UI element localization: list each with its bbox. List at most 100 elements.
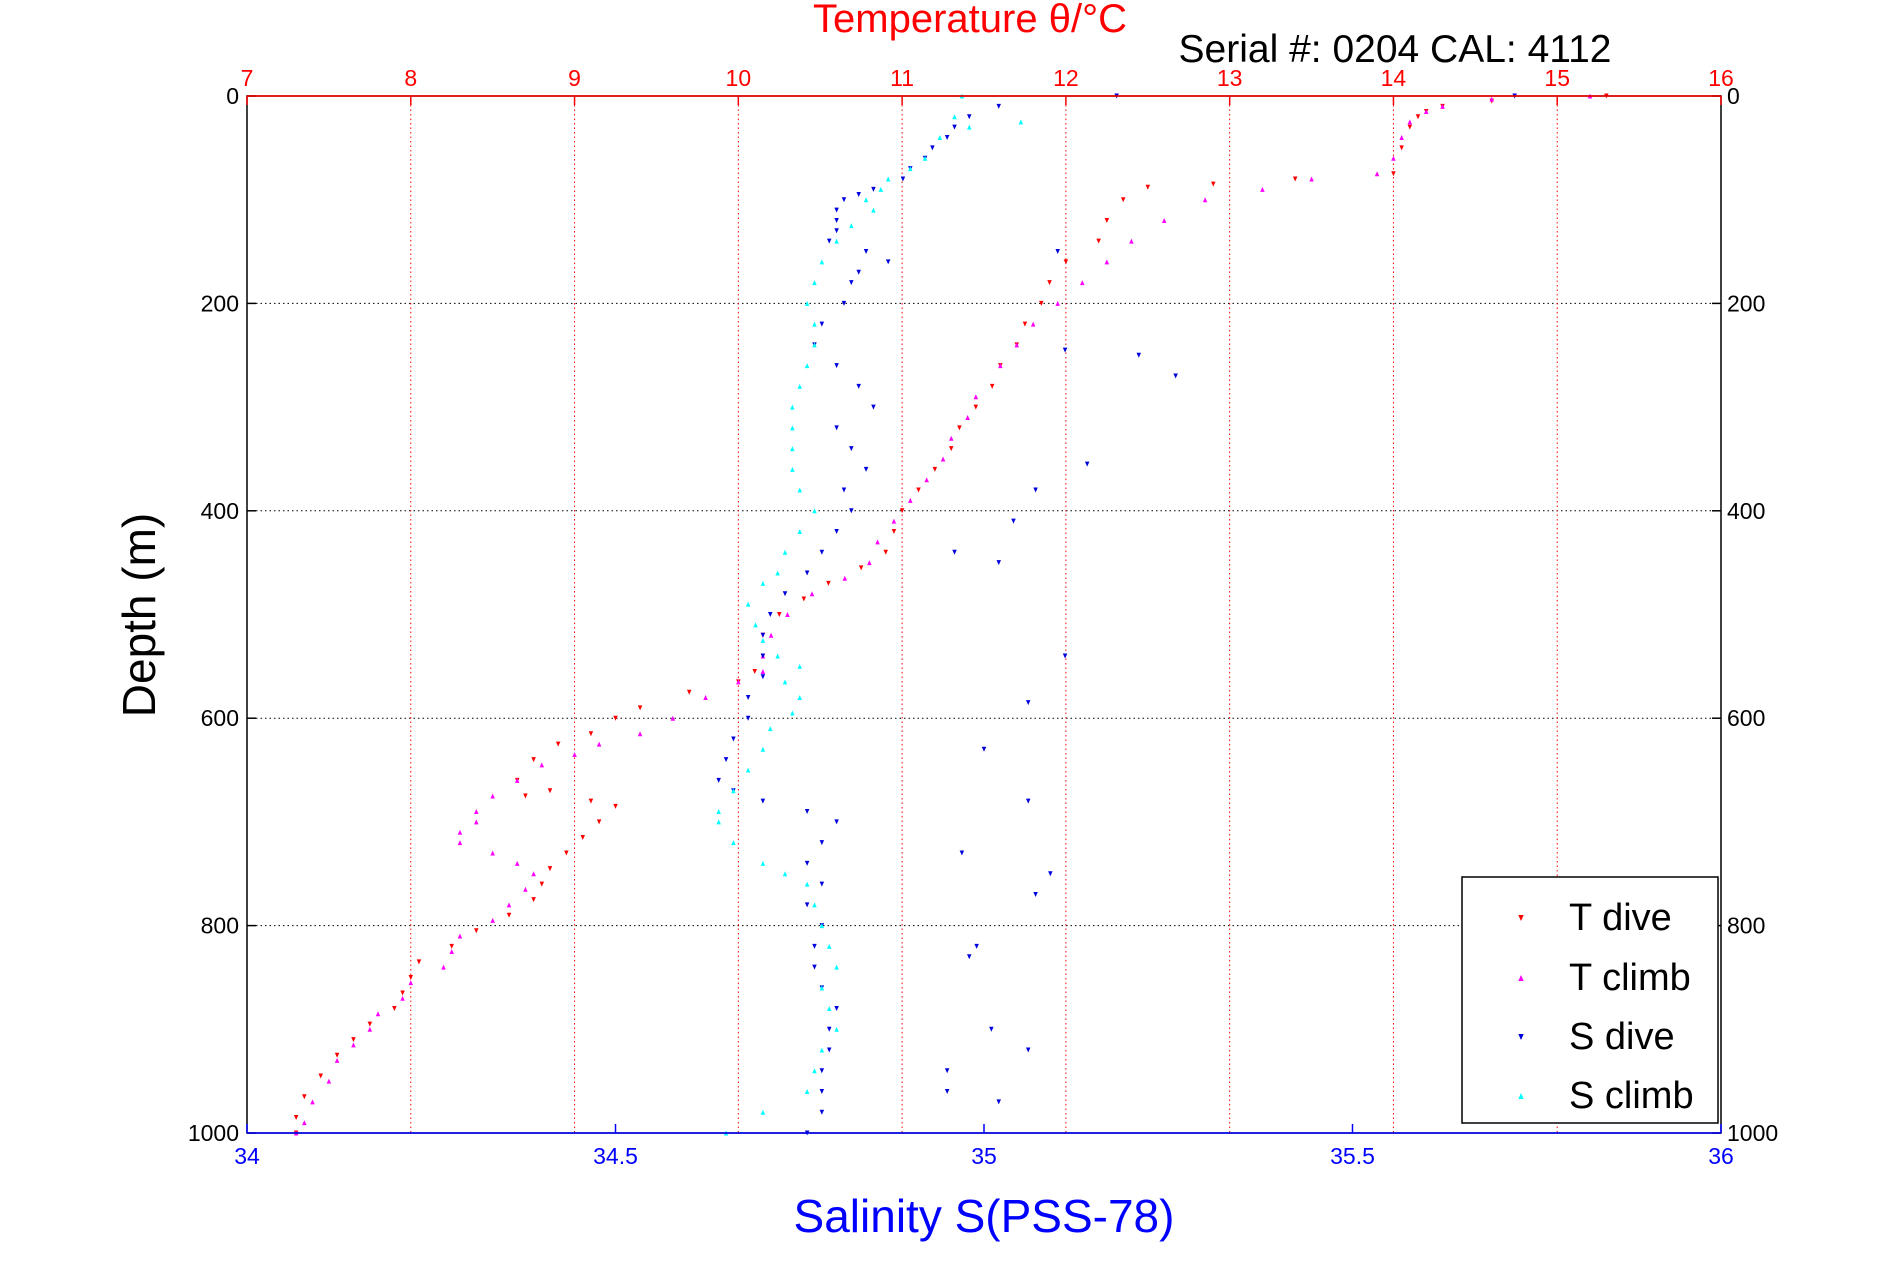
point-s-dive (1048, 871, 1053, 877)
point-t-climb (809, 591, 815, 597)
x-tick-label-top: 9 (568, 65, 581, 91)
point-s-climb (760, 580, 766, 586)
point-s-climb (775, 653, 780, 659)
point-s-dive (804, 902, 810, 908)
point-t-climb (367, 1026, 373, 1032)
point-t-dive (531, 897, 536, 903)
point-s-climb (885, 176, 891, 182)
point-t-climb (310, 1099, 315, 1105)
point-t-dive (1145, 184, 1151, 190)
legend-marker-s-climb (1518, 1093, 1524, 1099)
point-t-climb (1309, 176, 1314, 182)
point-t-dive (588, 798, 594, 804)
point-s-dive (944, 134, 950, 140)
point-s-climb (745, 767, 751, 773)
point-s-dive (819, 840, 825, 846)
top-axis-title: Temperature θ/°C (813, 0, 1127, 41)
point-s-dive (819, 1109, 825, 1115)
legend-marker-t-dive (1518, 915, 1524, 921)
point-s-climb (782, 871, 788, 877)
point-t-climb (785, 612, 790, 617)
point-t-climb (867, 560, 872, 566)
point-s-dive (834, 207, 839, 213)
point-s-climb (797, 383, 802, 389)
point-s-climb (775, 570, 780, 576)
x-tick-label-top: 14 (1381, 65, 1407, 91)
x-tick-label-bottom: 34.5 (593, 1143, 638, 1169)
point-t-dive (1407, 124, 1413, 130)
point-t-dive (523, 793, 528, 799)
legend-marker-s-dive (1518, 1034, 1524, 1040)
point-s-dive (1062, 347, 1068, 353)
point-s-dive (944, 1068, 950, 1074)
point-t-dive (318, 1073, 323, 1079)
point-s-climb (937, 134, 943, 140)
x-tick-label-bottom: 35 (971, 1143, 997, 1169)
point-s-dive (1055, 249, 1060, 255)
point-s-climb (797, 487, 802, 493)
point-t-dive (539, 881, 545, 887)
point-s-dive (981, 746, 987, 752)
legend-marker-t-climb (1518, 975, 1524, 981)
point-t-climb (572, 751, 577, 757)
point-s-climb (863, 197, 869, 203)
point-s-climb (1018, 119, 1024, 125)
point-t-climb (1374, 171, 1380, 177)
point-s-dive (952, 124, 957, 130)
point-t-dive (547, 788, 553, 794)
point-s-dive (996, 560, 1001, 566)
point-s-dive (967, 114, 972, 120)
point-t-climb (637, 731, 643, 737)
point-s-climb (812, 342, 817, 348)
point-t-dive (1104, 217, 1110, 223)
point-s-dive (804, 809, 810, 815)
point-t-dive (596, 819, 602, 825)
point-s-dive (1011, 518, 1016, 524)
legend-label-t-dive: T dive (1569, 897, 1672, 939)
point-t-climb (948, 435, 954, 441)
point-s-climb (790, 425, 795, 431)
point-t-climb (514, 860, 520, 866)
point-s-climb (834, 1026, 839, 1032)
point-s-climb (760, 1109, 766, 1115)
point-s-dive (826, 1047, 832, 1053)
point-s-climb (826, 943, 832, 949)
point-s-climb (790, 446, 795, 452)
point-t-climb (351, 1042, 356, 1048)
point-t-climb (490, 850, 495, 856)
point-t-dive (948, 446, 954, 452)
y-tick-label-right: 800 (1727, 913, 1765, 939)
x-tick-label-top: 12 (1053, 65, 1079, 91)
point-s-climb (804, 363, 810, 369)
point-s-dive (1025, 1047, 1031, 1053)
point-t-climb (1080, 280, 1085, 286)
x-tick-label-top: 10 (726, 65, 752, 91)
point-t-climb (736, 679, 741, 685)
point-s-climb (716, 819, 721, 825)
point-t-dive (1039, 300, 1044, 306)
point-t-dive (293, 1114, 299, 1120)
point-t-dive (351, 1037, 356, 1043)
point-t-dive (891, 529, 897, 535)
point-s-dive (841, 487, 847, 493)
point-s-dive (967, 954, 972, 960)
point-s-dive (723, 757, 729, 763)
point-s-dive (1033, 891, 1038, 897)
x-tick-label-top: 16 (1708, 65, 1734, 91)
point-t-dive (392, 1006, 397, 1012)
point-s-dive (834, 1006, 839, 1012)
point-s-dive (834, 217, 839, 223)
point-t-climb (514, 777, 520, 783)
axis-ticks: 0 0 200 200 400 400 600 600 800 800 1000 1000 7 8 9 10 1… (188, 65, 1778, 1169)
point-t-dive (883, 549, 888, 555)
point-s-dive (974, 943, 979, 949)
point-t-climb (1399, 134, 1404, 140)
point-t-climb (539, 762, 545, 768)
point-s-climb (760, 746, 766, 752)
point-t-dive (1047, 280, 1052, 286)
point-t-dive (916, 487, 921, 493)
point-s-dive (745, 715, 751, 721)
point-t-dive (302, 1094, 307, 1100)
point-s-dive (989, 1026, 994, 1032)
point-s-dive (849, 508, 854, 514)
